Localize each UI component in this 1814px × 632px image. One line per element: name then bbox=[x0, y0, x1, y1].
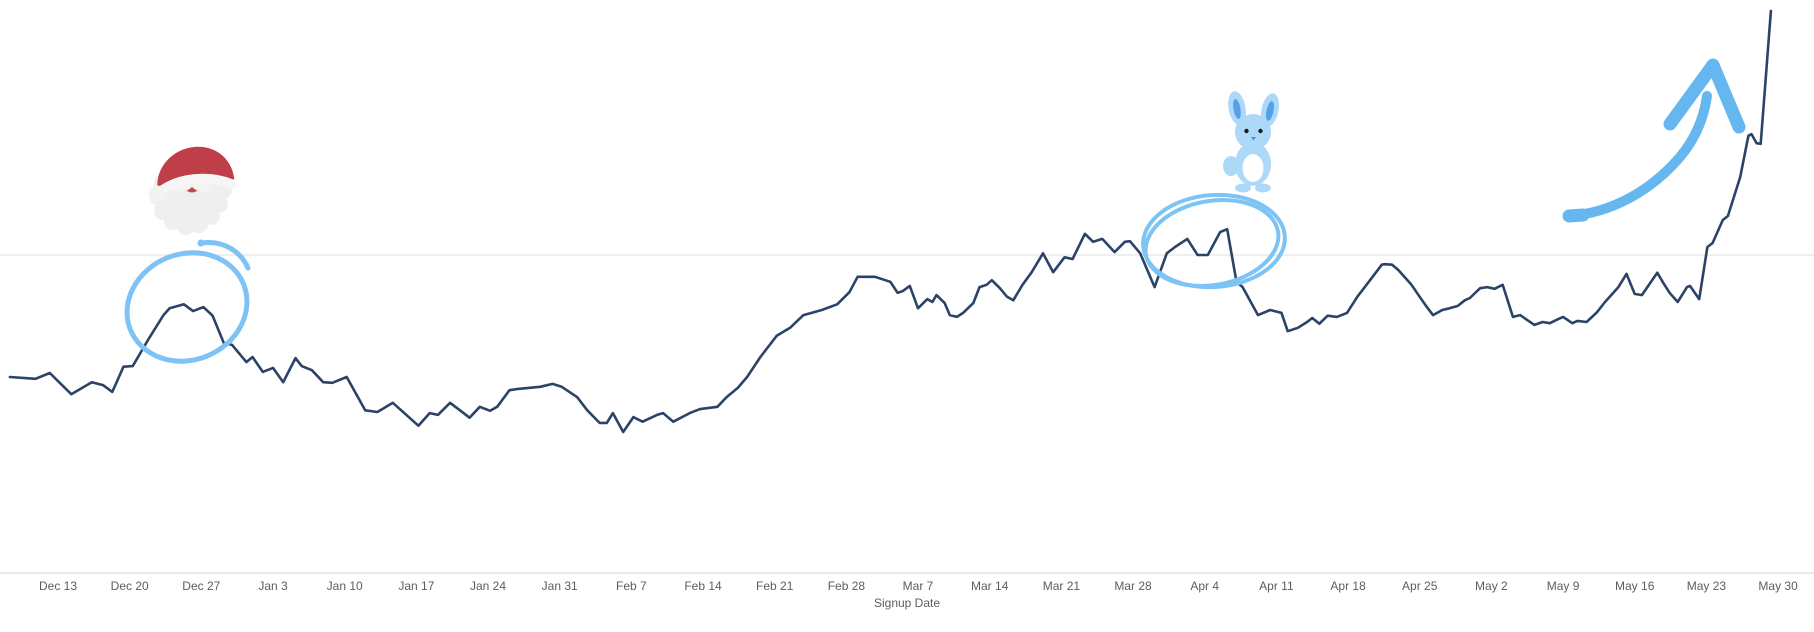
x-tick-label: Dec 27 bbox=[182, 579, 220, 593]
x-tick-label: Feb 7 bbox=[616, 579, 647, 593]
x-tick-label: Apr 18 bbox=[1330, 579, 1366, 593]
x-tick-label: Dec 20 bbox=[111, 579, 149, 593]
x-tick-label: Mar 28 bbox=[1114, 579, 1152, 593]
x-tick-label: Jan 17 bbox=[398, 579, 434, 593]
x-tick-label: Jan 3 bbox=[258, 579, 288, 593]
x-tick-label: Jan 31 bbox=[542, 579, 578, 593]
x-tick-label: Jan 10 bbox=[327, 579, 363, 593]
x-tick-label: May 9 bbox=[1547, 579, 1580, 593]
x-tick-label: Mar 14 bbox=[971, 579, 1009, 593]
x-tick-label: Feb 14 bbox=[684, 579, 722, 593]
x-tick-label: May 30 bbox=[1758, 579, 1798, 593]
santa-icon bbox=[148, 146, 237, 235]
circle-annotation-dec-peak bbox=[124, 239, 251, 364]
x-tick-label: Apr 25 bbox=[1402, 579, 1438, 593]
x-tick-label: Feb 28 bbox=[828, 579, 866, 593]
x-tick-label: Dec 13 bbox=[39, 579, 77, 593]
x-axis-title: Signup Date bbox=[874, 596, 940, 610]
x-tick-label: May 23 bbox=[1687, 579, 1727, 593]
x-axis-ticks: Dec 13 Dec 20 Dec 27 Jan 3 Jan 10 Jan 17 Jan 2… bbox=[39, 579, 1798, 593]
x-tick-label: May 16 bbox=[1615, 579, 1655, 593]
x-tick-label: Feb 21 bbox=[756, 579, 794, 593]
trend-line bbox=[8, 9, 1773, 434]
circle-annotation-apr-peak bbox=[1141, 192, 1287, 290]
x-tick-label: Mar 21 bbox=[1043, 579, 1081, 593]
x-tick-label: Apr 4 bbox=[1190, 579, 1219, 593]
bunny-icon bbox=[1223, 91, 1280, 193]
x-tick-label: Apr 11 bbox=[1259, 579, 1294, 593]
x-tick-label: May 2 bbox=[1475, 579, 1508, 593]
x-tick-label: Jan 24 bbox=[470, 579, 506, 593]
x-tick-label: Mar 7 bbox=[903, 579, 934, 593]
arrow-up-annotation bbox=[1562, 58, 1746, 223]
